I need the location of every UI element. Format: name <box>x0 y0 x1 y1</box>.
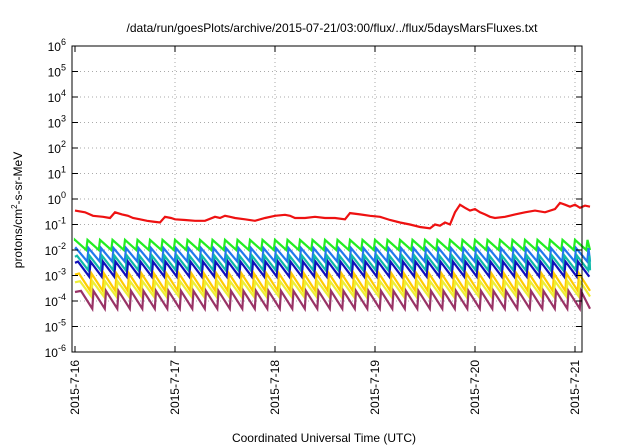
series-lines <box>73 201 592 313</box>
y-tick-label: 10-3 <box>45 267 66 284</box>
y-tick-label: 102 <box>48 139 66 156</box>
series-line-2 <box>73 237 592 253</box>
y-axis-label: protons/cm2-s-sr-MeV <box>10 152 25 268</box>
y-tick-label: 101 <box>48 165 66 182</box>
x-tick-label: 2015-7-16 <box>68 360 82 415</box>
y-tick-label: 10-5 <box>45 318 66 335</box>
series-line-8 <box>74 286 591 313</box>
y-tick-label: 10-1 <box>45 216 66 233</box>
series-line-4 <box>74 252 592 274</box>
y-tick-label: 106 <box>48 37 66 54</box>
y-tick-label: 104 <box>48 88 66 105</box>
y-axis-ticks: 10-6 10-5 10-4 10-3 10-2 10-1 100 101 102 103 104 1… <box>45 37 582 360</box>
y-tick-label: 100 <box>48 190 66 207</box>
x-axis-ticks: 2015-7-16 2015-7-17 2015-7-18 2015-7-19 2015… <box>68 46 582 415</box>
x-tick-label: 2015-7-17 <box>168 360 182 415</box>
gridlines <box>72 46 582 352</box>
series-line-1 <box>74 201 591 230</box>
series-line-3 <box>74 245 592 265</box>
series-line-7 <box>74 277 591 300</box>
series-line-5 <box>74 258 591 280</box>
y-tick-label: 10-4 <box>45 292 66 309</box>
y-tick-label: 10-6 <box>45 343 66 360</box>
chart-title: /data/run/goesPlots/archive/2015-07-21/0… <box>127 21 539 35</box>
y-tick-label: 105 <box>48 63 66 80</box>
y-tick-label: 10-2 <box>45 241 66 258</box>
x-tick-label: 2015-7-21 <box>568 360 582 415</box>
x-tick-label: 2015-7-18 <box>268 360 282 415</box>
x-axis-label: Coordinated Universal Time (UTC) <box>232 431 416 445</box>
x-tick-label: 2015-7-19 <box>368 360 382 415</box>
y-tick-label: 103 <box>48 114 66 131</box>
series-line-6 <box>74 270 591 295</box>
x-tick-label: 2015-7-20 <box>468 360 482 415</box>
